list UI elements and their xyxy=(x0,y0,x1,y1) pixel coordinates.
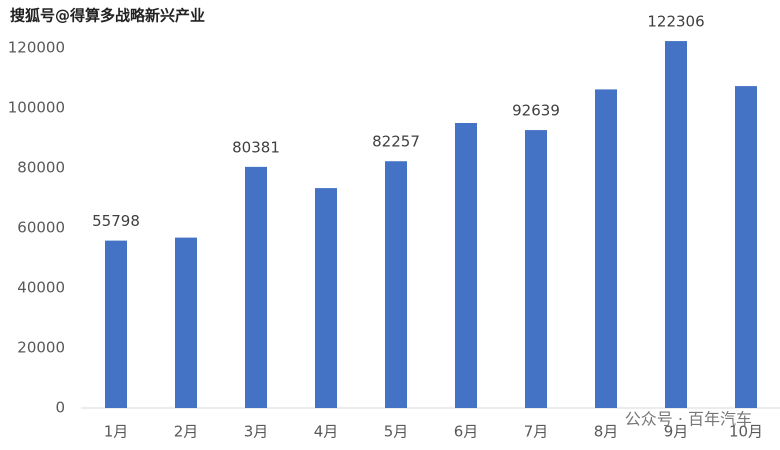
bar xyxy=(315,188,337,408)
x-tick-label: 10月 xyxy=(729,423,763,441)
bar xyxy=(665,41,687,408)
x-tick-label: 9月 xyxy=(664,423,689,441)
x-tick-label: 3月 xyxy=(244,423,269,441)
bar xyxy=(245,166,267,408)
x-tick-label: 2月 xyxy=(174,423,199,441)
bar xyxy=(175,237,197,408)
bar xyxy=(525,130,547,408)
data-label: 92639 xyxy=(512,102,560,120)
data-label: 80381 xyxy=(232,138,280,156)
y-tick-label: 20000 xyxy=(17,339,65,357)
x-tick-label: 4月 xyxy=(314,423,339,441)
data-label: 82257 xyxy=(372,133,420,151)
y-tick-label: 0 xyxy=(55,399,65,417)
y-tick-label: 60000 xyxy=(17,219,65,237)
data-label: 122306 xyxy=(647,13,704,31)
y-tick-label: 100000 xyxy=(8,99,65,117)
bar xyxy=(735,86,757,408)
x-tick-label: 1月 xyxy=(104,423,129,441)
data-label: 55798 xyxy=(92,212,140,230)
x-tick-label: 8月 xyxy=(594,423,619,441)
bar xyxy=(595,89,617,409)
bar xyxy=(385,161,407,408)
watermark: 公众号 · 百年汽车 xyxy=(625,410,752,429)
y-tick-label: 40000 xyxy=(17,279,65,297)
bar xyxy=(455,123,477,408)
bar xyxy=(105,240,127,408)
y-tick-label: 120000 xyxy=(8,39,65,57)
x-tick-label: 6月 xyxy=(454,423,479,441)
x-tick-label: 7月 xyxy=(524,423,549,441)
watermark: 搜狐号@得算多战略新兴产业 xyxy=(10,7,205,25)
y-tick-label: 80000 xyxy=(17,159,65,177)
x-tick-label: 5月 xyxy=(384,423,409,441)
